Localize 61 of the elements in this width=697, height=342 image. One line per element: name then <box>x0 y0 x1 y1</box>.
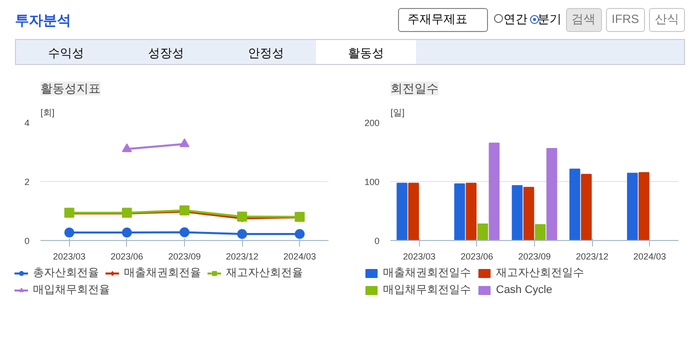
bar <box>546 148 558 240</box>
bar <box>466 182 477 240</box>
bar <box>488 142 500 240</box>
text: 안정성 <box>247 45 285 62</box>
bar <box>512 185 523 240</box>
x-tick-label: 2023/12 <box>576 252 608 262</box>
y-tick-label: 100 <box>364 177 380 187</box>
x-tick-label: 2023/03 <box>53 252 86 262</box>
legend-label: 재고자산회전일수 <box>496 266 584 280</box>
x-tick-label: 2023/06 <box>460 252 494 262</box>
x-tick-label: 2023/03 <box>403 252 436 262</box>
x-tick-label: 2023/09 <box>518 252 551 262</box>
text: 검색 <box>566 8 602 32</box>
bar <box>523 186 534 240</box>
text: 주재무제표 <box>398 8 488 32</box>
y-tick-label: 2 <box>24 177 30 187</box>
x-tick-label: 2023/12 <box>226 252 258 262</box>
point <box>294 229 305 239</box>
bar <box>638 172 650 240</box>
bar <box>534 224 546 240</box>
legend-label: Cash Cycle <box>496 284 552 296</box>
y-axis-title: [회] <box>40 108 55 118</box>
y-tick-label: 0 <box>24 236 30 246</box>
point <box>180 205 190 216</box>
point <box>64 228 74 238</box>
text: 연간 <box>503 12 528 26</box>
legend-label: 매입채무회전일수 <box>383 283 471 297</box>
legend-label: 매입채무회전율 <box>33 283 110 297</box>
text: 활동성 <box>316 40 416 64</box>
bar <box>396 182 408 240</box>
bar <box>580 174 592 240</box>
x-tick-label: 2024/03 <box>633 252 666 262</box>
legend-label: 총자산회전율 <box>33 266 99 280</box>
y-tick-label: 0 <box>374 236 380 246</box>
y-axis-title: [일] <box>390 108 405 118</box>
y-tick-label: 200 <box>364 118 380 128</box>
chart-title: 회전일수 <box>390 82 438 96</box>
point <box>237 229 248 239</box>
text: 산식 <box>649 8 685 32</box>
legend-label: 매출채권회전일수 <box>383 266 471 280</box>
bar <box>408 182 419 240</box>
text: IFRS <box>606 8 645 32</box>
text: 투자분석 <box>14 11 72 30</box>
text: 분기 <box>538 12 562 26</box>
y-tick-label: 4 <box>24 118 30 128</box>
x-tick-label: 2023/06 <box>110 252 144 262</box>
x-tick-label: 2023/09 <box>168 252 201 262</box>
legend-label: 재고자산회전율 <box>226 266 303 280</box>
text: 성장성 <box>147 45 185 62</box>
chart-title: 활동성지표 <box>40 82 100 96</box>
bar <box>477 223 488 240</box>
x-tick-label: 2024/03 <box>283 252 316 262</box>
point <box>237 212 248 222</box>
legend-label: 매출채권회전율 <box>124 266 201 280</box>
text: 수익성 <box>47 45 85 62</box>
point <box>122 228 132 238</box>
bar <box>569 168 580 240</box>
bar <box>454 183 466 240</box>
bar <box>627 172 638 240</box>
point <box>122 208 132 218</box>
point <box>180 227 190 238</box>
